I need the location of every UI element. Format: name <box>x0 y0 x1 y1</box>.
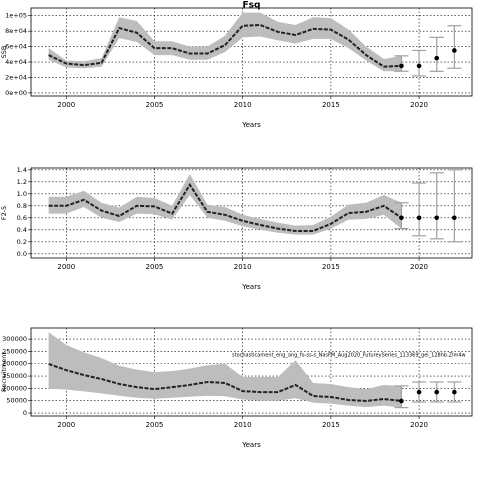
chart-title: Fsq <box>243 1 261 11</box>
projection-point <box>434 389 440 395</box>
projection-point <box>416 215 422 221</box>
panel: 2000 2005 2010 2015 2020 0.0 0.2 0.4 0.6 0.8 1.0 1.… <box>0 166 473 291</box>
projection-point <box>452 48 457 53</box>
y-tick-label: 0.2 <box>17 238 27 246</box>
annotation: stochasticament_eng_ang_fo-ss-s_NasFM_Au… <box>232 353 466 359</box>
projection-point <box>399 398 404 404</box>
y-tick-label: 8e+04 <box>5 27 27 35</box>
confidence-band <box>48 12 402 72</box>
confidence-band <box>48 332 402 408</box>
y-tick-label: 0.6 <box>17 214 27 222</box>
x-tick-label: 2010 <box>234 421 252 429</box>
x-tick-label: 2000 <box>57 263 75 271</box>
projection-point <box>399 215 404 221</box>
x-tick-label: 2000 <box>57 421 75 429</box>
y-tick-label: 4e+04 <box>5 58 27 66</box>
plot-frame <box>30 167 473 259</box>
y-tick-label: 1.4 <box>17 166 27 174</box>
y-tick-label: 200000 <box>2 360 27 368</box>
median-line <box>48 23 402 68</box>
y-axis-label: Recruitment <box>0 352 8 392</box>
projection-point <box>452 389 457 395</box>
projection-point <box>416 389 422 395</box>
y-tick-label: 1.0 <box>17 190 27 198</box>
confidence-band <box>48 174 402 235</box>
y-tick-label: 1.2 <box>17 178 27 186</box>
x-tick-label: 2000 <box>57 101 75 109</box>
y-axis-label: F2-5 <box>0 206 8 220</box>
y-tick-label: 6e+04 <box>5 43 27 51</box>
projection-point <box>434 215 440 221</box>
y-tick-label: 0.0 <box>17 250 27 258</box>
y-tick-label: 150000 <box>2 372 27 380</box>
x-tick-label: 2010 <box>234 101 252 109</box>
median-line <box>48 182 403 232</box>
x-tick-label: 2015 <box>322 101 340 109</box>
x-tick-label: 2005 <box>146 101 164 109</box>
y-tick-label: 300000 <box>2 335 27 343</box>
projection-point <box>434 55 440 61</box>
projection-point <box>416 63 422 69</box>
y-axis-label: SSB <box>0 46 8 59</box>
y-tick-label: 1e+05 <box>5 12 27 20</box>
x-tick-label: 2015 <box>322 421 340 429</box>
panel: 2000 2005 2010 2015 2020 0 50000 100000 150000 20… <box>0 327 473 449</box>
x-tick-label: 2015 <box>322 263 340 271</box>
x-axis-label: Years <box>241 121 261 129</box>
y-tick-label: 2e+04 <box>5 73 27 81</box>
plot-frame <box>30 327 473 417</box>
x-tick-label: 2005 <box>146 421 164 429</box>
x-tick-label: 2020 <box>410 421 428 429</box>
plot-frame <box>30 7 473 97</box>
x-tick-label: 2020 <box>410 101 428 109</box>
y-tick-label: 100000 <box>2 384 27 392</box>
y-tick-label: 0 <box>23 409 27 417</box>
x-axis-label: Years <box>241 441 261 449</box>
y-tick-label: 0.8 <box>17 202 27 210</box>
x-axis-label: Years <box>241 283 261 291</box>
x-tick-label: 2010 <box>234 263 252 271</box>
x-tick-label: 2005 <box>146 263 164 271</box>
projection-point <box>399 63 404 69</box>
x-tick-label: 2020 <box>410 263 428 271</box>
y-tick-label: 0.4 <box>17 226 27 234</box>
y-tick-label: 50000 <box>6 397 27 405</box>
projection-point <box>452 215 457 221</box>
y-tick-label: 250000 <box>2 347 27 355</box>
panel: 2000 2005 2010 2015 2020 0e+00 2e+04 4e+04 6e+04… <box>0 1 473 129</box>
median-line <box>48 363 402 402</box>
y-tick-label: 0e+00 <box>5 89 27 97</box>
